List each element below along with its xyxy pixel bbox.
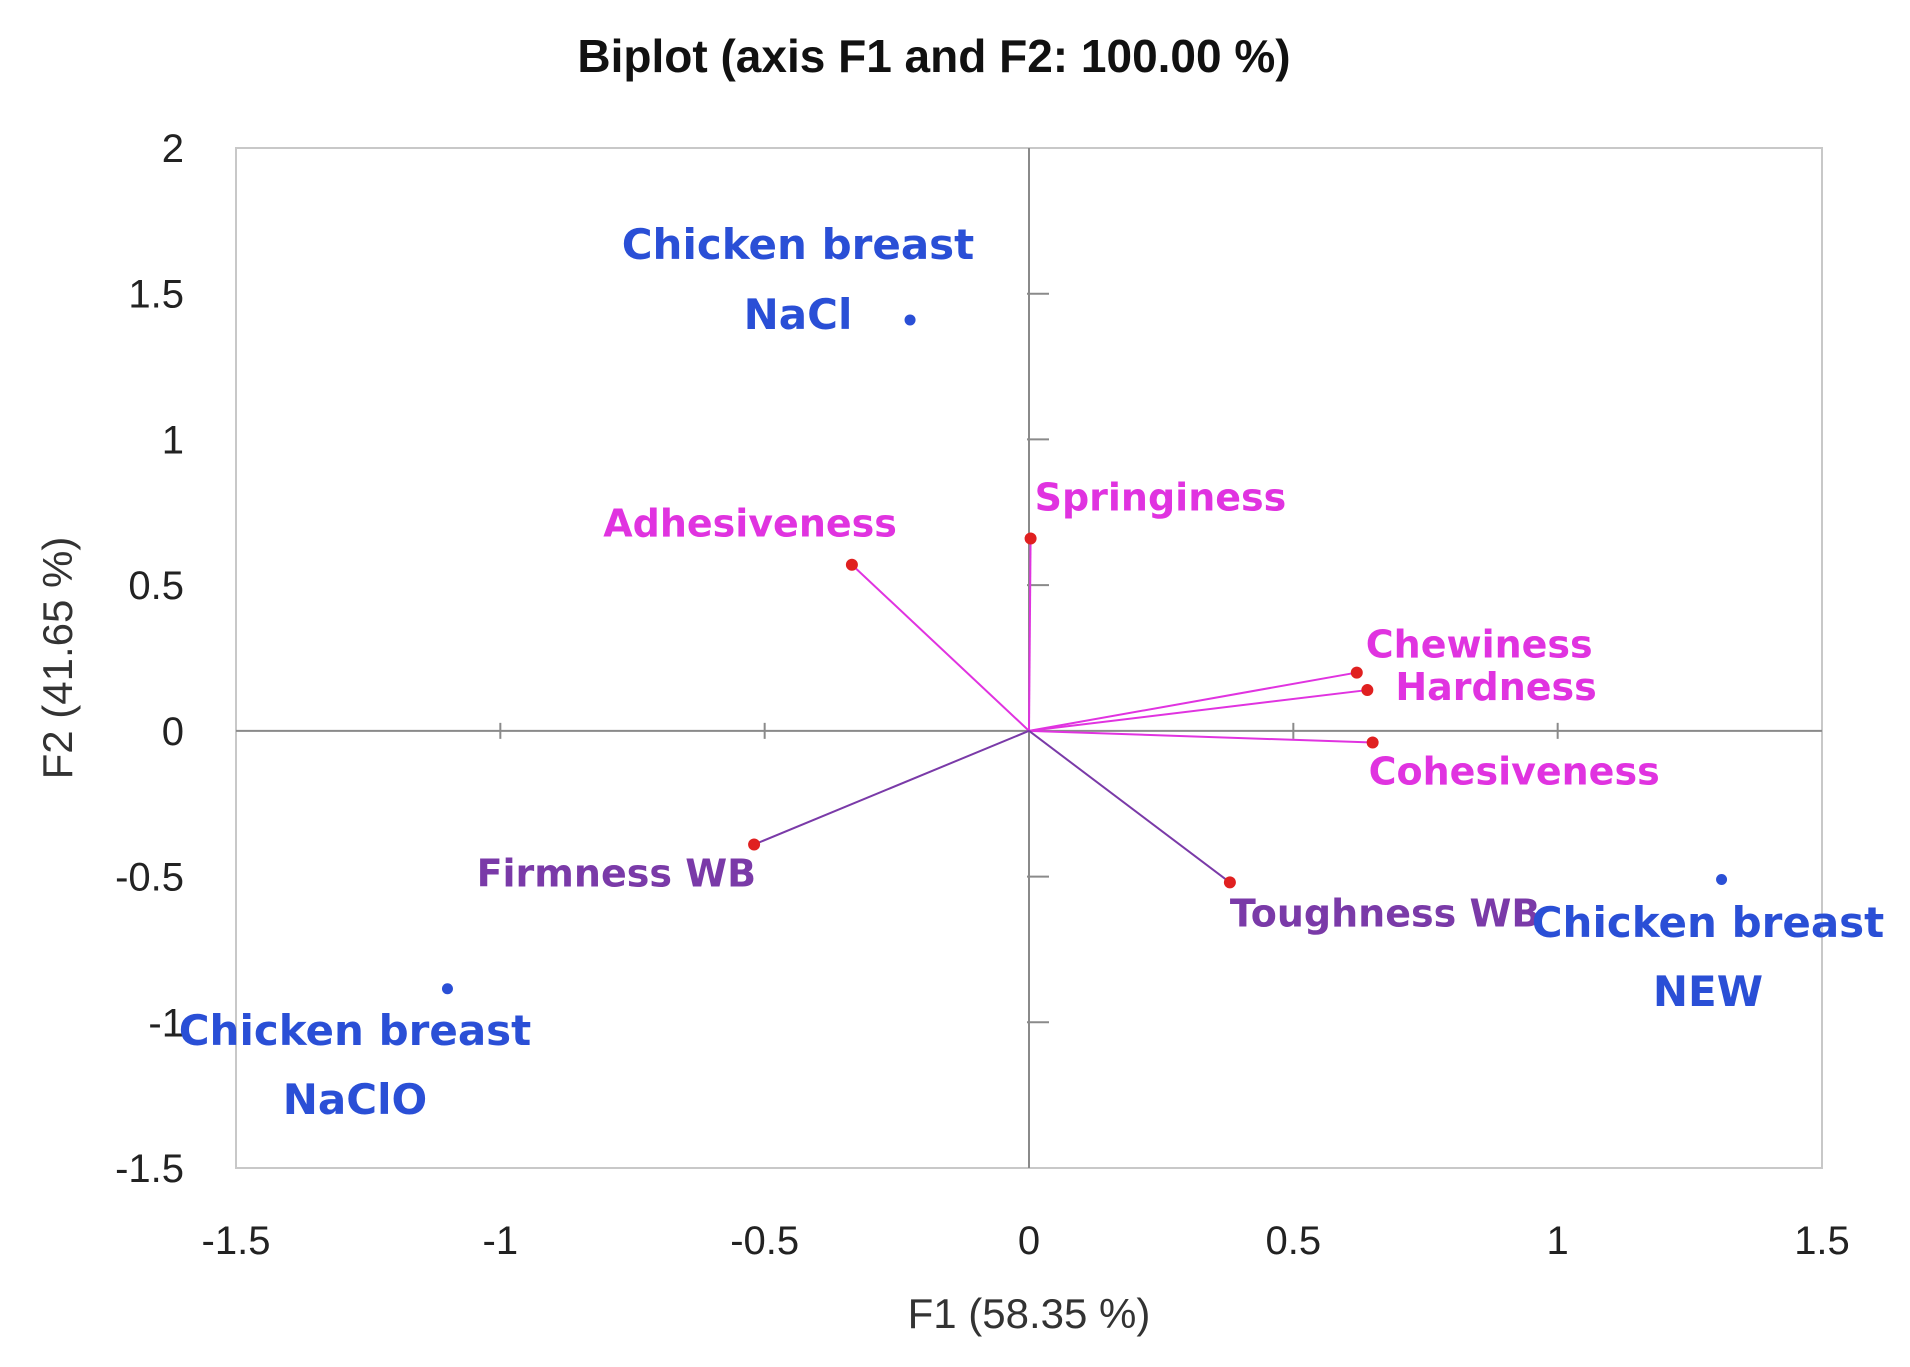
loading-vectors — [753, 538, 1373, 884]
label-adhesiveness: Adhesiveness — [603, 502, 897, 546]
vector-firmness-wb — [753, 729, 1030, 846]
y-tick-label: -1 — [148, 1001, 184, 1045]
label-chicken-breast-naclo: Chicken breast NaClO — [179, 1006, 532, 1124]
label-chicken-breast-new: Chicken breast NEW — [1532, 898, 1885, 1016]
y-tick-label: -0.5 — [115, 856, 184, 900]
x-tick-label: -0.5 — [730, 1219, 799, 1263]
chart-title: Biplot (axis F1 and F2: 100.00 %) — [577, 30, 1290, 82]
y-tick-label: 1.5 — [128, 273, 184, 317]
x-axis-title: F1 (58.35 %) — [908, 1290, 1151, 1337]
labels-layer: Adhesiveness Springiness ChewinessHardness… — [179, 220, 1885, 1124]
label-cohesiveness: Cohesiveness — [1369, 750, 1660, 794]
vector-cohesiveness — [1028, 729, 1373, 744]
axes-layer: -1.5 -1 -0.5 0 0.5 1 1.5 -1.5 -1 -0.5 0 0.5 1 1.5 2 — [115, 127, 1850, 1263]
x-tick-label: 0.5 — [1266, 1219, 1322, 1263]
x-tick-label: 1 — [1547, 1219, 1569, 1263]
y-axis-title: F2 (41.65 %) — [34, 537, 81, 780]
y-tick-label: -1.5 — [115, 1147, 184, 1191]
x-tick-label: 0 — [1018, 1219, 1040, 1263]
vector-springiness — [1028, 538, 1032, 731]
label-firmness-wb: Firmness WB — [477, 852, 757, 896]
point-adhesiveness — [845, 558, 858, 571]
label-hardness: Hardness — [1395, 665, 1596, 709]
label-line: Chicken breast — [179, 1006, 532, 1055]
x-tick-label: -1 — [483, 1219, 519, 1263]
point-springiness — [1024, 532, 1037, 545]
label-chewiness: Chewiness — [1366, 623, 1593, 667]
y-tick-label: 2 — [162, 127, 184, 171]
label-line: NaClO — [283, 1075, 427, 1124]
point-toughness-wb — [1223, 876, 1236, 889]
label-springiness: Springiness — [1035, 476, 1287, 520]
points-layer — [441, 314, 1728, 995]
point-chicken-breast-nacl — [904, 314, 916, 326]
vector-hardness — [1028, 689, 1368, 732]
label-toughness-wb: Toughness WB — [1230, 891, 1540, 935]
point-firmness-wb — [748, 838, 761, 851]
point-cohesiveness — [1366, 736, 1379, 749]
label-line: Chicken breast — [622, 220, 975, 269]
label-line: NEW — [1653, 967, 1763, 1016]
vector-chewiness — [1028, 671, 1357, 732]
point-chewiness — [1350, 666, 1363, 679]
point-hardness — [1361, 684, 1374, 697]
x-tick-label: 1.5 — [1794, 1219, 1850, 1263]
point-chicken-breast-naclo — [441, 983, 453, 995]
y-tick-label: 1 — [162, 418, 184, 462]
vector-adhesiveness — [851, 564, 1030, 732]
label-line: Chicken breast — [1532, 898, 1885, 947]
point-chicken-breast-new — [1716, 873, 1728, 885]
vector-toughness-wb — [1028, 730, 1231, 884]
label-line: NaCl — [744, 290, 853, 339]
x-tick-label: -1.5 — [202, 1219, 271, 1263]
y-tick-label: 0 — [162, 710, 184, 754]
label-chicken-breast-nacl: Chicken breast NaCl — [622, 220, 975, 339]
y-tick-label: 0.5 — [128, 564, 184, 608]
